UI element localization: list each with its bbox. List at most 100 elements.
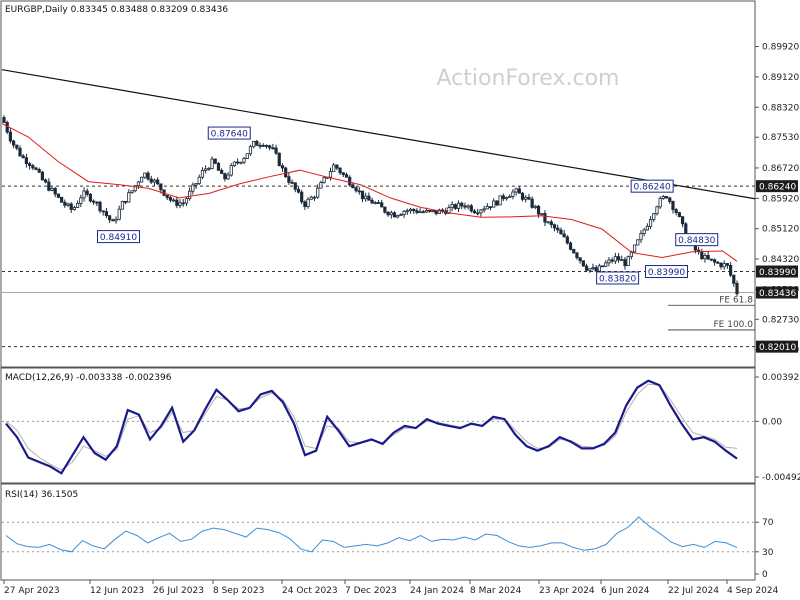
price-annotation-box (207, 126, 251, 140)
price-bar (50, 186, 54, 192)
price-bar (111, 218, 115, 222)
price-bar-body (133, 185, 137, 192)
price-bar (655, 205, 659, 216)
price-bar-body (360, 190, 365, 200)
x-tick-label: 8 Sep 2023 (213, 586, 264, 596)
price-bar-body (188, 190, 192, 199)
price-bar-body (184, 198, 189, 204)
price-bar (626, 255, 630, 266)
price-bar (341, 171, 345, 178)
price-bar (495, 200, 499, 207)
price-bar-body (348, 176, 352, 186)
price-y-tick-label: 0.87530 (762, 133, 799, 143)
price-bar (108, 215, 112, 224)
price-bar-body (271, 147, 275, 150)
price-bar (431, 210, 435, 213)
price-bar-body (159, 183, 163, 191)
price-bar (242, 156, 246, 165)
x-tick-label: 24 Jan 2024 (410, 586, 464, 596)
price-badge (756, 286, 798, 299)
price-bar-body (335, 164, 339, 169)
price-bar-body (533, 205, 537, 208)
price-bar (479, 209, 483, 217)
price-bar-body (488, 206, 493, 208)
price-bar-body (168, 197, 173, 201)
price-bar-body (69, 203, 73, 210)
price-bar-body (600, 265, 605, 268)
x-tick-label: 22 Jul 2024 (668, 586, 719, 596)
price-bar-body (204, 168, 208, 171)
price-bar-body (354, 187, 358, 192)
price-bar (146, 171, 150, 181)
price-bar (149, 175, 153, 184)
price-bar (450, 201, 454, 212)
rsi-title: RSI(14) 36.1505 (5, 490, 78, 500)
price-bar-body (31, 165, 35, 169)
price-bar (664, 195, 669, 199)
price-annotation-box (675, 233, 719, 247)
price-bar (613, 252, 617, 265)
price-bar-body (732, 274, 736, 284)
price-bar (95, 201, 99, 207)
trendline (1, 69, 756, 200)
price-bar (344, 172, 349, 178)
price-bar-body (511, 191, 515, 197)
price-y-tick-label: 0.89920 (762, 43, 799, 53)
price-bar-body (463, 205, 467, 208)
price-bar-body (613, 256, 617, 262)
price-bar (524, 195, 528, 203)
price-bar-body (620, 259, 624, 262)
price-bar (364, 192, 368, 202)
price-bar-body (716, 261, 720, 264)
price-bar-body (722, 263, 726, 268)
price-bar-body (21, 155, 25, 159)
price-bar-body (712, 259, 717, 263)
price-bar-body (95, 201, 99, 204)
price-bar-body (661, 196, 665, 199)
price-bar-body (88, 193, 93, 202)
price-bar (168, 195, 173, 203)
price-bar-body (277, 152, 281, 167)
price-bar (440, 208, 445, 214)
price-bar-body (76, 203, 80, 208)
price-bar (188, 187, 192, 201)
price-bar-body (514, 188, 518, 193)
price-bar (514, 187, 518, 196)
price-bar (418, 208, 422, 214)
price-bar-body (677, 212, 681, 218)
price-bar-body (8, 131, 13, 142)
price-layer: 0.87640 0.84910 0.86240 0.84830 0.83820 0.839… (1, 69, 756, 348)
price-panel-frame (0, 0, 756, 368)
price-bar (18, 145, 22, 157)
price-bar (680, 216, 685, 228)
price-bar-body (652, 213, 656, 220)
price-bar (335, 164, 339, 171)
price-bar-body (373, 202, 377, 204)
price-bar-body (66, 203, 70, 206)
price-bar-body (501, 195, 505, 200)
price-bar (671, 200, 675, 214)
price-bar-body (284, 167, 288, 178)
price-bar-body (175, 199, 179, 206)
price-bar-body (229, 165, 233, 176)
price-bar-body (79, 197, 83, 204)
price-bar (620, 255, 624, 262)
price-bar (332, 162, 336, 173)
price-bar (652, 212, 656, 222)
price-bar-body (575, 252, 579, 259)
price-bar (277, 152, 281, 167)
price-bar (709, 258, 713, 262)
price-bar (207, 166, 211, 171)
price-bar (69, 202, 73, 213)
price-bar-body (50, 188, 54, 191)
price-bar-body (303, 201, 307, 207)
price-bar-body (152, 179, 157, 183)
price-bar (725, 262, 729, 269)
price-bar (31, 163, 35, 171)
price-bar (575, 251, 579, 260)
price-bar (290, 179, 294, 184)
price-bar-body (261, 145, 265, 147)
price-bar (508, 194, 512, 198)
price-bar (274, 144, 278, 155)
price-bar (210, 156, 214, 170)
